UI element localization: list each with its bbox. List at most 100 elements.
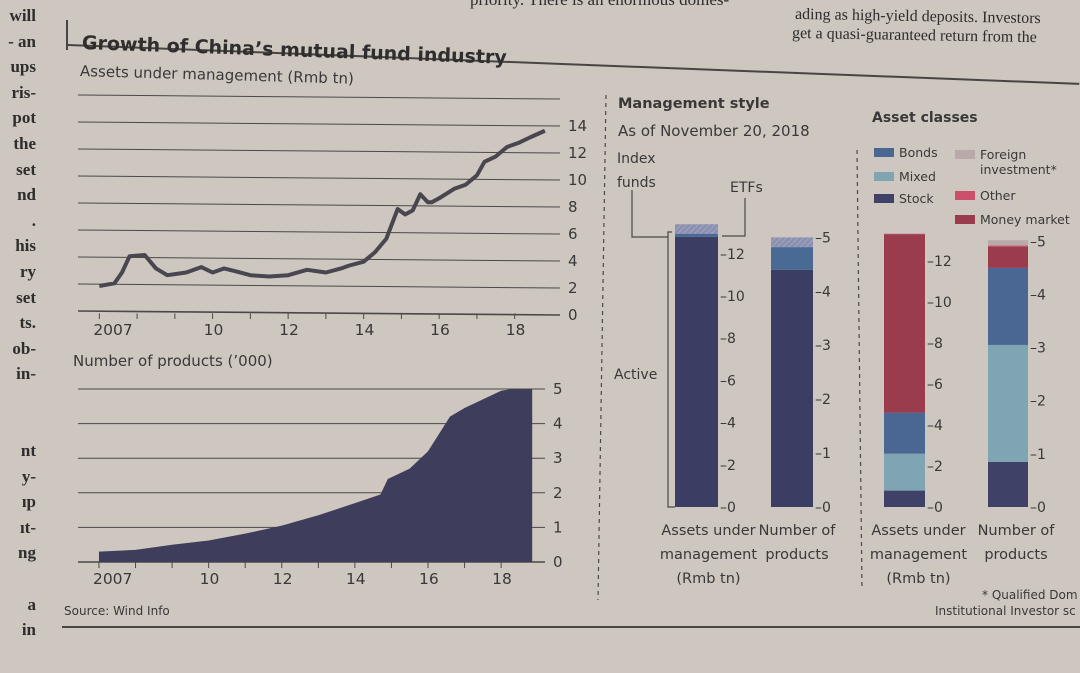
article-text-fragment: - an bbox=[8, 31, 36, 51]
asset-bar-money-market bbox=[988, 246, 1028, 268]
panel-separator bbox=[856, 149, 863, 591]
active-bracket bbox=[667, 231, 675, 508]
legend-swatch bbox=[874, 172, 894, 181]
y-tick-label: 14 bbox=[568, 117, 587, 135]
y-tick-label: 5 bbox=[553, 380, 563, 398]
y-tick-label: –2 bbox=[720, 458, 736, 474]
category-label: management bbox=[870, 547, 967, 563]
legend-label: Money market bbox=[980, 212, 1070, 227]
x-tick-label: 16 bbox=[419, 570, 439, 588]
products-area-title: Number of products (’000) bbox=[73, 352, 273, 370]
x-tick-label: 12 bbox=[279, 321, 299, 339]
index-funds-label-1: Index bbox=[617, 151, 656, 167]
article-text-fragment: ob- bbox=[12, 338, 36, 358]
article-text-fragment: ts. bbox=[19, 313, 36, 333]
y-tick-label: –12 bbox=[720, 247, 745, 263]
x-tick-label: 2007 bbox=[93, 321, 132, 339]
divider-bottom bbox=[62, 626, 1080, 628]
gridline bbox=[77, 256, 561, 262]
aum-line bbox=[98, 128, 546, 288]
legend-stock: Stock bbox=[874, 191, 934, 206]
article-text-fragment: in bbox=[21, 620, 36, 640]
mgmt-bar-active bbox=[675, 236, 718, 507]
etfs-leader bbox=[722, 198, 746, 237]
article-text-fragment: will bbox=[9, 6, 36, 25]
y-tick-label: –5 bbox=[815, 230, 831, 246]
y-tick-label: –3 bbox=[815, 338, 831, 354]
y-tick-label: 0 bbox=[553, 553, 563, 571]
gridline bbox=[77, 148, 561, 154]
y-tick-label: 1 bbox=[553, 518, 563, 536]
legend-swatch bbox=[874, 148, 894, 157]
category-label: products bbox=[765, 547, 828, 563]
y-tick-label: –8 bbox=[720, 331, 736, 347]
article-left-column: will - an ups ris-pot the set nd. his ry set ts. ob… bbox=[0, 3, 36, 643]
gridline bbox=[77, 175, 561, 181]
x-tick-label: 18 bbox=[492, 570, 512, 588]
y-tick-label: –8 bbox=[927, 336, 943, 352]
category-label: Number of bbox=[759, 523, 837, 539]
y-tick-label: 10 bbox=[568, 171, 587, 189]
index-funds-label-2: funds bbox=[617, 175, 656, 191]
x-tick-label: 14 bbox=[346, 570, 366, 588]
asset-bar-foreign-investment- bbox=[988, 240, 1028, 246]
legend-label: Foreign investment* bbox=[980, 147, 1057, 177]
y-tick-label: –1 bbox=[815, 446, 831, 462]
footnote-line-2: Institutional Investor sc bbox=[935, 604, 1076, 618]
mgmt-bar-etfs bbox=[675, 224, 718, 234]
x-tick-label: 16 bbox=[430, 321, 450, 339]
y-tick-label: –2 bbox=[1030, 394, 1046, 410]
article-text-fragment: ry bbox=[19, 261, 36, 281]
article-text-fragment: a bbox=[27, 594, 37, 614]
y-tick-label: –12 bbox=[927, 254, 952, 270]
asset-bar-other bbox=[988, 245, 1028, 247]
category-label: Assets under bbox=[661, 523, 755, 539]
article-text-fragment: pot bbox=[12, 108, 36, 128]
gridline bbox=[77, 202, 561, 208]
article-text-fragment: ıp bbox=[21, 492, 36, 512]
y-tick-label: –6 bbox=[720, 373, 736, 389]
y-tick-label: 12 bbox=[568, 144, 587, 162]
legend-foreign-investment: Foreign investment* bbox=[955, 147, 1057, 177]
management-style-title: Management style bbox=[618, 96, 770, 112]
article-text-fragment: nd bbox=[17, 185, 36, 205]
x-tick-label: 10 bbox=[200, 570, 220, 588]
article-text-fragment: set bbox=[16, 287, 36, 307]
article-text-fragment: the bbox=[13, 133, 36, 153]
y-tick-label: –3 bbox=[1030, 341, 1046, 357]
x-tick-label: 10 bbox=[204, 321, 224, 339]
y-tick-label: –0 bbox=[1030, 500, 1046, 516]
y-tick-label: 8 bbox=[568, 198, 578, 216]
legend-label: Other bbox=[980, 188, 1016, 203]
gridline bbox=[77, 283, 561, 289]
y-tick-label: –4 bbox=[815, 284, 831, 300]
gridline bbox=[77, 310, 561, 316]
legend-bonds: Bonds bbox=[874, 145, 938, 160]
article-text-fragment: ups bbox=[10, 57, 36, 77]
y-tick-label: –0 bbox=[927, 500, 943, 516]
article-text-fragment: in- bbox=[16, 364, 36, 384]
mgmt-bar-index-funds bbox=[771, 247, 813, 270]
legend-label: Mixed bbox=[899, 169, 936, 184]
gridline bbox=[77, 229, 561, 235]
asset-bar-stock bbox=[884, 490, 925, 507]
category-label: products bbox=[984, 547, 1047, 563]
asset-bar-mixed bbox=[884, 453, 925, 491]
y-tick-label: –2 bbox=[815, 392, 831, 408]
mgmt-bar-etfs bbox=[771, 237, 813, 248]
asset-bar-bonds bbox=[988, 267, 1028, 345]
category-label: (Rmb tn) bbox=[676, 571, 740, 587]
footnote-line-1: * Qualified Dom bbox=[982, 588, 1078, 602]
article-text-fragment: ıt- bbox=[19, 517, 36, 537]
y-tick-label: 2 bbox=[568, 279, 578, 297]
asset-bar-mixed bbox=[988, 344, 1028, 462]
category-label: (Rmb tn) bbox=[886, 571, 950, 587]
legend-label: Stock bbox=[899, 191, 934, 206]
article-text-fragment: . bbox=[31, 210, 36, 230]
category-label: Number of bbox=[978, 523, 1056, 539]
y-tick-label: 6 bbox=[568, 225, 578, 243]
asset-bar-bonds bbox=[884, 412, 925, 454]
legend-swatch bbox=[955, 191, 975, 200]
y-tick-label: –5 bbox=[1030, 234, 1046, 250]
